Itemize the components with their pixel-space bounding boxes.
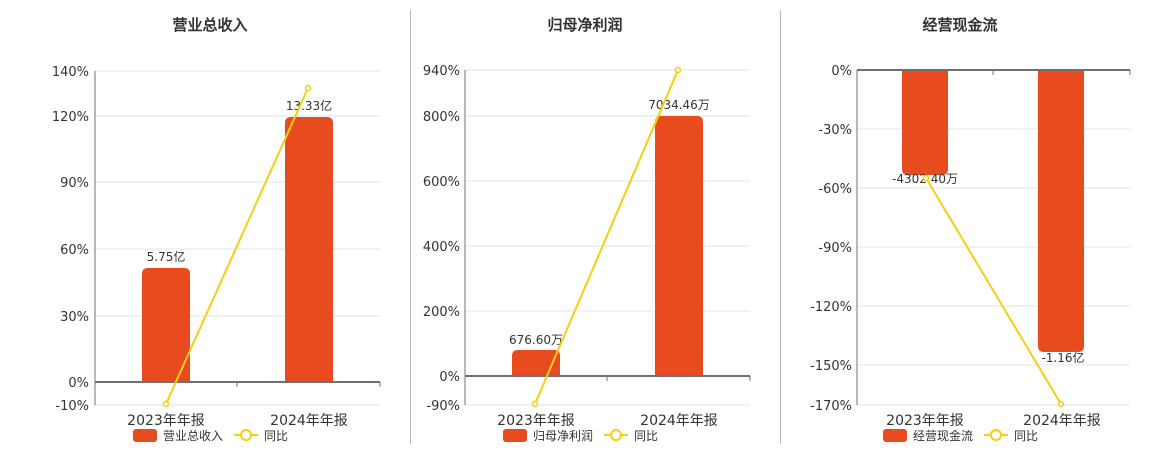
x-tick: 2023年年报 (497, 413, 575, 429)
legend-line-icon (240, 429, 252, 441)
y-tick: -90% (818, 241, 852, 256)
legend[interactable]: 经营现金流 同比 (883, 428, 1038, 443)
bar-2024[interactable] (655, 116, 703, 376)
chart-svg: 0% -30% -60% -90% -120% -150% -170% -430… (810, 64, 1131, 443)
y-tick: -170% (810, 399, 852, 414)
y-tick: 120% (52, 110, 89, 125)
yoy-line (534, 69, 679, 405)
legend-label: 归母净利润 (533, 429, 593, 443)
y-tick: 0% (439, 370, 460, 385)
y-tick: 0% (68, 376, 89, 391)
y-tick: 200% (423, 305, 460, 320)
y-tick: 400% (423, 240, 460, 255)
divider (410, 10, 411, 444)
yoy-line (165, 87, 309, 405)
bar-2023[interactable] (142, 268, 190, 382)
yoy-point[interactable] (1057, 400, 1065, 408)
chart-panel-revenue: 营业总收入 140% 120% 90% 60% 30% 0% -10% (0, 0, 400, 450)
chart-svg: 140% 120% 90% 60% 30% 0% -10% 5.75亿 13.3… (52, 65, 381, 443)
legend-line-icon (610, 429, 622, 441)
chart-title: 经营现金流 (922, 16, 998, 34)
bar-label: -1.16亿 (1041, 350, 1084, 365)
chart-title: 营业总收入 (172, 16, 248, 34)
legend[interactable]: 营业总收入 同比 (133, 429, 288, 443)
y-tick: -60% (818, 182, 852, 197)
bar-2024[interactable] (1038, 70, 1084, 352)
yoy-line (925, 177, 1062, 405)
legend-label: 同比 (634, 429, 658, 443)
x-tick: 2024年年报 (1023, 413, 1101, 429)
x-tick: 2024年年报 (270, 413, 348, 429)
x-tick: 2023年年报 (127, 413, 205, 429)
chart-panel-operating-cash-flow: 经营现金流 0% -30% -60% -90% -120% -150% -170… (780, 0, 1160, 450)
chart-panel-net-profit: 归母净利润 940% 800% 600% 400% 200% 0% -90% 6… (410, 0, 780, 450)
y-tick: -90% (426, 399, 460, 414)
y-tick: 940% (423, 64, 460, 79)
yoy-point[interactable] (162, 400, 170, 408)
x-tick: 2023年年报 (886, 413, 964, 429)
legend-label: 经营现金流 (913, 428, 973, 443)
bar-2024[interactable] (285, 117, 333, 382)
legend-bar-icon (133, 429, 157, 442)
y-tick: -10% (55, 399, 89, 414)
bar-label: 13.33亿 (286, 98, 332, 113)
yoy-point[interactable] (531, 400, 539, 408)
y-tick: 800% (423, 110, 460, 125)
legend-label: 同比 (264, 429, 288, 443)
legend-line-icon (990, 429, 1002, 441)
legend[interactable]: 归母净利润 同比 (503, 429, 658, 443)
bar-2023[interactable] (512, 350, 560, 376)
bar-label: 5.75亿 (147, 249, 186, 264)
yoy-point[interactable] (674, 66, 682, 74)
y-tick: 30% (60, 310, 89, 325)
bar-label: 676.60万 (509, 333, 563, 347)
y-tick: -150% (810, 359, 852, 374)
legend-bar-icon (503, 429, 527, 442)
y-tick: 140% (52, 65, 89, 80)
x-tick: 2024年年报 (640, 413, 718, 429)
legend-bar-icon (883, 429, 907, 442)
chart-title: 归母净利润 (547, 16, 623, 34)
y-tick: -120% (810, 300, 852, 315)
bar-label: 7034.46万 (648, 98, 710, 112)
y-tick: -30% (818, 123, 852, 138)
yoy-point[interactable] (922, 174, 930, 182)
y-tick: 0% (831, 64, 852, 79)
y-tick: 60% (60, 243, 89, 258)
bar-2023[interactable] (902, 70, 948, 175)
yoy-point[interactable] (304, 84, 312, 92)
legend-label: 同比 (1014, 429, 1038, 443)
chart-svg: 940% 800% 600% 400% 200% 0% -90% 676.60万… (423, 64, 751, 443)
y-tick: 600% (423, 175, 460, 190)
legend-label: 营业总收入 (163, 429, 223, 443)
y-tick: 90% (60, 176, 89, 191)
divider (780, 10, 781, 444)
